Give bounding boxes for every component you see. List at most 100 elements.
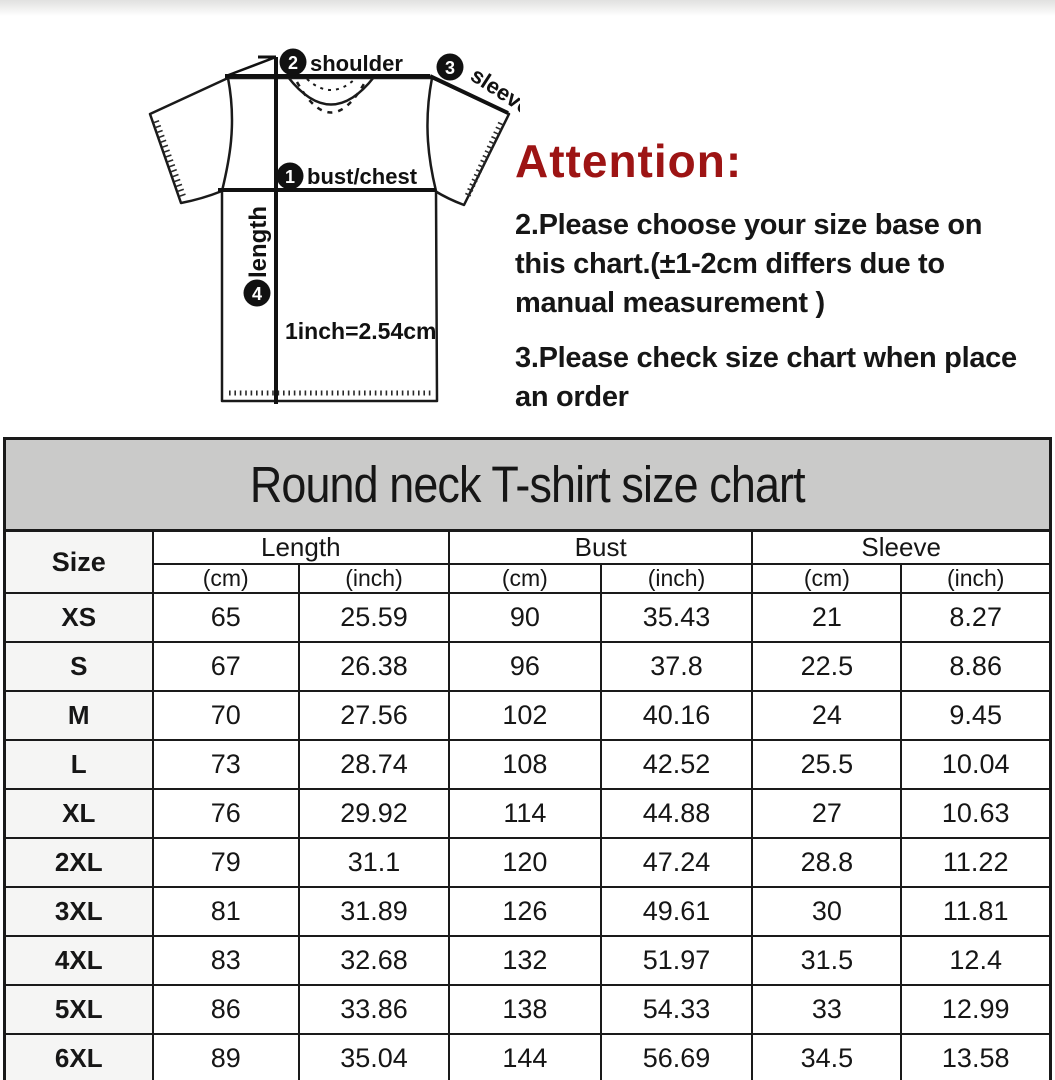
size-label: 3XL: [3, 886, 154, 937]
length-inch-value: 25.59: [297, 592, 451, 643]
sleeve-inch-value: 11.81: [900, 886, 1052, 937]
sleeve-inch-value: 8.86: [900, 641, 1052, 692]
marker-length-number: 4: [252, 284, 262, 304]
marker-bust-badge: 1: [276, 162, 304, 190]
sleeve-cm-value: 25.5: [751, 739, 903, 790]
sleeve-cm-value: 22.5: [751, 641, 903, 692]
size-chart-title-cell: Round neck T-shirt size chart: [3, 437, 1052, 532]
length-inch-value: 35.04: [297, 1033, 451, 1080]
attention-heading: Attention:: [515, 135, 743, 187]
bust-inch-value: 37.8: [599, 641, 754, 692]
collar-outer-arc: [287, 76, 375, 106]
size-chart-title: Round neck T-shirt size chart: [250, 456, 806, 513]
length-inch-value: 31.1: [297, 837, 451, 888]
tshirt-left-sleeve: [148, 76, 229, 205]
size-row-5xl: 5XL 86 33.86 138 54.33 33 12.99: [3, 984, 1052, 1035]
length-cm-value: 73: [151, 739, 300, 790]
size-label: S: [3, 641, 154, 692]
size-label: 6XL: [3, 1033, 154, 1080]
right-cuff-ticks: [464, 121, 504, 199]
bust-inch-value: 47.24: [599, 837, 754, 888]
marker-sleeve-number: 3: [445, 58, 455, 78]
marker-shoulder-number: 2: [288, 53, 298, 73]
sleeve-inch-value: 8.27: [900, 592, 1052, 643]
bust-inch-value: 49.61: [599, 886, 754, 937]
collar-back-dashed-arc: [306, 78, 356, 91]
bust-inch-value: 35.43: [599, 592, 754, 643]
attention-block: Attention: 2.Please choose your size bas…: [515, 134, 1027, 433]
marker-shoulder-badge: 2: [279, 48, 307, 76]
bust-cm-value: 102: [448, 690, 602, 741]
bust-cm-value: 138: [448, 984, 602, 1035]
bust-inch-value: 42.52: [599, 739, 754, 790]
bust-cm-header: (cm): [448, 563, 602, 594]
length-cm-value: 89: [151, 1033, 300, 1080]
bust-column-header: Bust: [448, 529, 754, 565]
attention-note-3: 3.Please check size chart when place an …: [515, 339, 1027, 417]
size-chart-section: Round neck T-shirt size chart Size Lengt…: [3, 437, 1052, 1080]
size-column-header: Size: [3, 529, 154, 594]
length-inch-header: (inch): [297, 563, 451, 594]
bust-cm-value: 96: [448, 641, 602, 692]
sleeve-cm-value: 30: [751, 886, 903, 937]
sleeve-inch-value: 13.58: [900, 1033, 1052, 1080]
length-label: length: [245, 206, 272, 278]
length-inch-value: 28.74: [297, 739, 451, 790]
marker-length-badge: 4: [243, 279, 271, 307]
bust-inch-value: 44.88: [599, 788, 754, 839]
length-cm-value: 81: [151, 886, 300, 937]
tshirt-right-sleeve: [431, 76, 511, 207]
bust-inch-header: (inch): [599, 563, 754, 594]
size-row-6xl: 6XL 89 35.04 144 56.69 34.5 13.58: [3, 1033, 1052, 1080]
marker-sleeve-badge: 3: [436, 53, 464, 81]
size-label: XS: [3, 592, 154, 643]
bust-cm-value: 120: [448, 837, 602, 888]
sleeve-inch-value: 11.22: [900, 837, 1052, 888]
size-label: L: [3, 739, 154, 790]
inch-conversion-note: 1inch=2.54cm: [285, 318, 437, 344]
size-row-l: L 73 28.74 108 42.52 25.5 10.04: [3, 739, 1052, 790]
length-line-diagonal: [225, 55, 277, 78]
size-label: M: [3, 690, 154, 741]
bust-inch-value: 51.97: [599, 935, 754, 986]
bust-cm-value: 108: [448, 739, 602, 790]
sleeve-cm-header: (cm): [751, 563, 903, 594]
length-inch-value: 32.68: [297, 935, 451, 986]
length-cm-value: 65: [151, 592, 300, 643]
sleeve-column-header: Sleeve: [751, 529, 1052, 565]
shoulder-label: shoulder: [310, 51, 403, 76]
size-label: 4XL: [3, 935, 154, 986]
sleeve-inch-value: 12.99: [900, 984, 1052, 1035]
sleeve-inch-value: 10.63: [900, 788, 1052, 839]
length-inch-value: 27.56: [297, 690, 451, 741]
bust-cm-value: 114: [448, 788, 602, 839]
size-row-4xl: 4XL 83 32.68 132 51.97 31.5 12.4: [3, 935, 1052, 986]
sleeve-cm-value: 31.5: [751, 935, 903, 986]
sleeve-inch-value: 10.04: [900, 739, 1052, 790]
top-section: 2 3 1 4 shoulder sleeve bust/chest lengt…: [0, 0, 1055, 438]
unit-header-row: (cm) (inch) (cm) (inch) (cm) (inch): [5, 563, 1052, 594]
length-inch-value: 26.38: [297, 641, 451, 692]
sleeve-inch-header: (inch): [900, 563, 1052, 594]
length-cm-value: 83: [151, 935, 300, 986]
size-chart-table: Round neck T-shirt size chart Size Lengt…: [3, 437, 1052, 1080]
length-cm-value: 79: [151, 837, 300, 888]
sleeve-cm-value: 34.5: [751, 1033, 903, 1080]
length-inch-value: 33.86: [297, 984, 451, 1035]
length-cm-value: 70: [151, 690, 300, 741]
size-chart-title-row: Round neck T-shirt size chart: [3, 437, 1052, 532]
sleeve-inch-value: 12.4: [900, 935, 1052, 986]
length-cm-header: (cm): [151, 563, 300, 594]
size-label: XL: [3, 788, 154, 839]
bust-cm-value: 126: [448, 886, 602, 937]
sleeve-inch-value: 9.45: [900, 690, 1052, 741]
size-row-m: M 70 27.56 102 40.16 24 9.45: [3, 690, 1052, 741]
sleeve-cm-value: 28.8: [751, 837, 903, 888]
bust-inch-value: 56.69: [599, 1033, 754, 1080]
column-group-header-row: Size Length Bust Sleeve: [3, 529, 1052, 594]
bust-chest-label: bust/chest: [307, 164, 418, 189]
length-cm-value: 86: [151, 984, 300, 1035]
sleeve-cm-value: 24: [751, 690, 903, 741]
sleeve-cm-value: 27: [751, 788, 903, 839]
note-line: 3.Please check size chart when place: [515, 342, 1017, 374]
